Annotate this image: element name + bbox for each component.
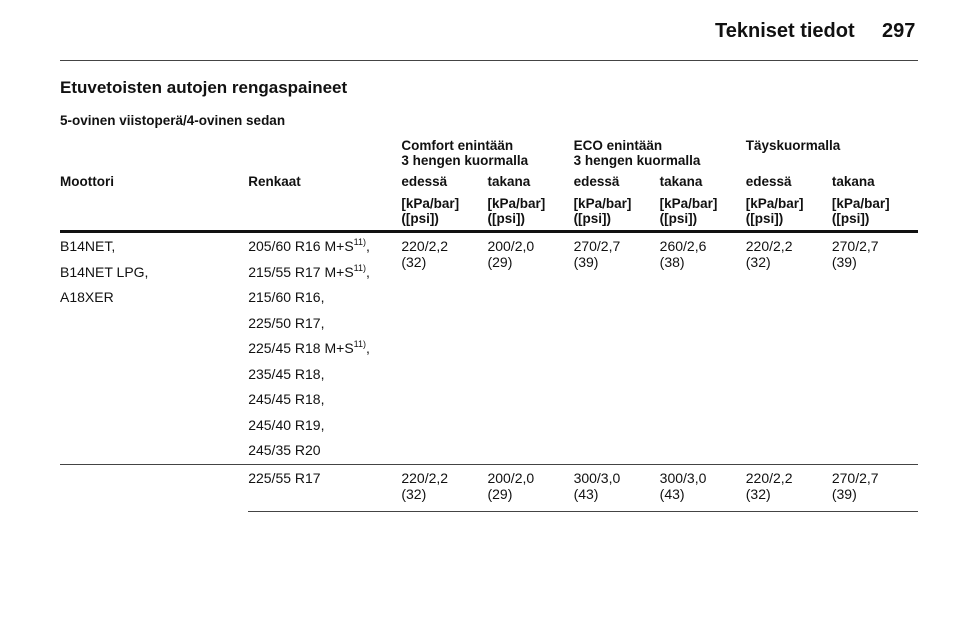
col-rear: takana [487,173,531,189]
pressure-value: 220/2,2 (32) [401,231,488,465]
table-row: B14NET, B14NET LPG, A18XER 205/60 R16 M+… [60,231,918,465]
tyre-size: 235/45 R18, [248,365,325,382]
col-engine: Moottori [60,173,114,189]
pressure-value: 220/2,2 (32) [745,464,832,512]
pressure-value: 200/2,0 (29) [487,231,574,465]
tyre-size: 245/35 R20 [248,442,321,458]
pressure-value: 300/3,0 (43) [659,464,746,512]
col-front: edessä [573,173,620,189]
tyre-size: 225/55 R17 [248,470,321,486]
tyre-size: 245/40 R19, [248,416,325,433]
tyre-size: 215/60 R16, [248,289,325,305]
unit-label: [kPa/bar] ([psi]) [401,192,488,233]
tyre-size: 245/45 R18, [248,391,325,407]
header-blank [60,138,248,170]
tyre-size: 205/60 R16 M+S11), [248,237,370,255]
col-tyres: Renkaat [248,173,301,189]
tyre-cell: 225/55 R17 [248,464,402,512]
engine-name: B14NET, [60,238,116,254]
pressure-value: 220/2,2 (32) [401,464,488,512]
unit-label: [kPa/bar] ([psi]) [659,192,746,233]
pressure-value: 270/2,7 (39) [831,464,918,512]
pressure-value: 300/3,0 (43) [573,464,660,512]
table-row: 225/55 R17 220/2,2 (32) 200/2,0 (29) 300/3… [60,464,918,512]
tyre-size: 225/50 R17, [248,314,325,331]
engine-cell: B14NET, B14NET LPG, A18XER [60,231,249,465]
unit-label: [kPa/bar] ([psi]) [573,192,660,233]
pressure-value: 270/2,7 (39) [831,231,918,465]
page-number: 297 [882,20,916,42]
group-comfort: Comfort enintään 3 hengen kuormalla [401,138,529,168]
group-eco: ECO enintään 3 hengen kuormalla [573,138,701,168]
group-full-load: Täyskuormalla [745,138,841,153]
unit-blank [60,192,249,233]
engine-cell [60,465,248,512]
tyre-cell: 205/60 R16 M+S11), 215/55 R17 M+S11), 21… [248,231,402,465]
col-rear: takana [659,173,703,189]
running-header-title: Tekniset tiedot [715,20,855,42]
unit-label: [kPa/bar] ([psi]) [831,192,918,233]
pressure-value: 200/2,0 (29) [487,464,574,512]
col-rear: takana [831,173,875,189]
engine-name: A18XER [60,289,114,305]
col-front: edessä [401,173,448,189]
header-blank [248,138,401,170]
pressure-value: 270/2,7 (39) [573,231,660,465]
section-title: Etuvetoisten autojen rengaspaineet [60,78,348,97]
pressure-value: 260/2,6 (38) [659,231,746,465]
tyre-size: 225/45 R18 M+S11), [248,339,370,357]
unit-label: [kPa/bar] ([psi]) [745,192,832,233]
pressure-value: 220/2,2 (32) [745,231,832,465]
col-front: edessä [745,173,792,189]
tyre-pressure-table: Comfort enintään 3 hengen kuormalla ECO … [60,138,918,512]
subsection-title: 5-ovinen viistoperä/4-ovinen sedan [60,113,286,128]
tyre-size: 215/55 R17 M+S11), [248,262,370,280]
header-divider [60,60,918,61]
engine-name: B14NET LPG, [60,263,149,280]
unit-blank [248,192,402,233]
unit-label: [kPa/bar] ([psi]) [487,192,574,233]
